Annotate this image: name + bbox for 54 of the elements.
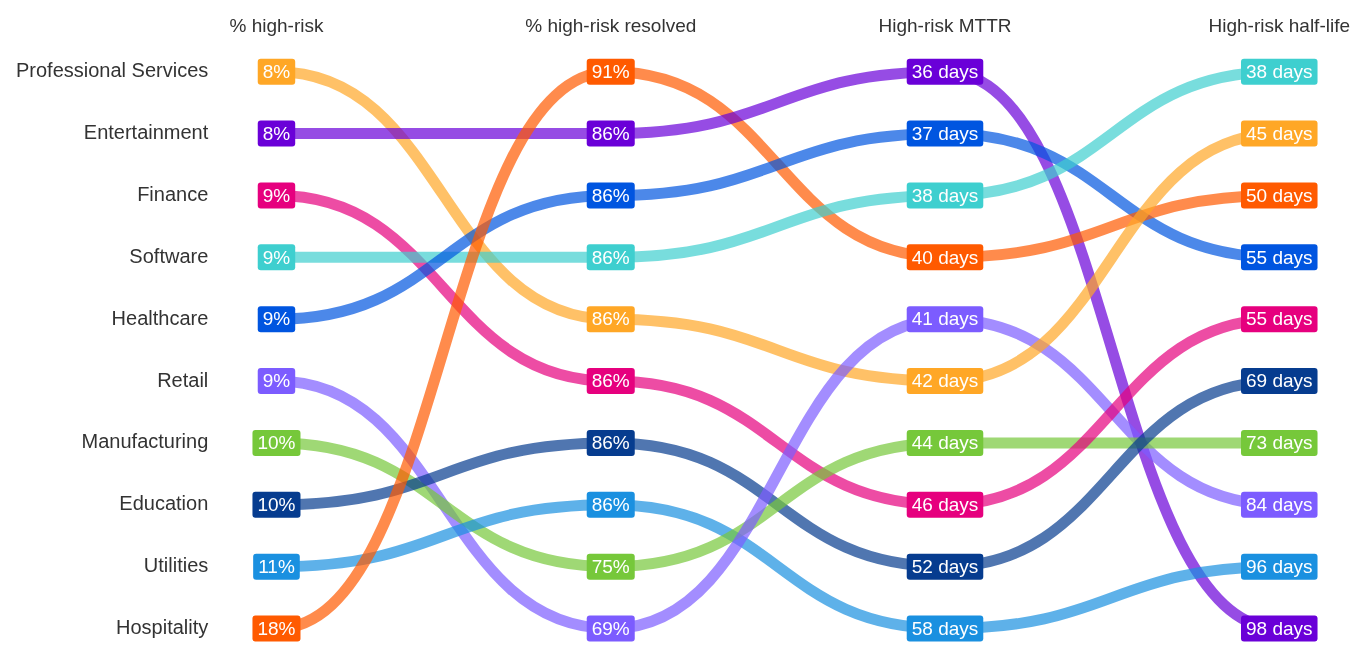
data-label: 9%	[262, 184, 291, 206]
data-label: 86%	[591, 370, 630, 392]
series-label: High-risk MTTR	[878, 14, 1012, 36]
data-label: 55 days	[1245, 308, 1313, 330]
category-label: Healthcare	[111, 306, 209, 329]
data-label: 38 days	[911, 184, 979, 206]
category-label: Retail	[157, 368, 209, 391]
series-label: % high-risk	[229, 14, 324, 36]
data-label: 46 days	[911, 494, 979, 516]
series-label: % high-risk resolved	[525, 14, 697, 36]
data-label: 37 days	[911, 122, 979, 144]
category-label: Professional Services	[15, 59, 209, 82]
data-label: 73 days	[1245, 432, 1313, 454]
category-label: Hospitality	[116, 616, 209, 639]
data-label: 45 days	[1245, 122, 1313, 144]
data-label: 91%	[591, 60, 630, 82]
data-label: 69 days	[1245, 370, 1313, 392]
data-label: 10%	[257, 432, 296, 454]
data-label: 50 days	[1245, 184, 1313, 206]
data-label: 18%	[257, 617, 296, 639]
data-label: 86%	[591, 432, 630, 454]
data-label: 98 days	[1245, 617, 1313, 639]
data-label: 41 days	[911, 308, 979, 330]
data-label: 40 days	[911, 246, 979, 268]
data-label: 86%	[591, 246, 630, 268]
data-label: 8%	[262, 122, 291, 144]
data-label: 86%	[591, 308, 630, 330]
category-label: Manufacturing	[81, 430, 209, 453]
data-label: 84 days	[1245, 494, 1313, 516]
data-label: 9%	[262, 308, 291, 330]
data-label: 86%	[591, 122, 630, 144]
data-label: 10%	[257, 494, 296, 516]
data-label: 96 days	[1245, 555, 1313, 577]
data-label: 52 days	[911, 555, 979, 577]
data-label: 9%	[262, 246, 291, 268]
data-label: 36 days	[911, 60, 979, 82]
category-label: Entertainment	[83, 121, 209, 144]
data-label: 9%	[262, 370, 291, 392]
data-label: 86%	[591, 184, 630, 206]
data-label: 42 days	[911, 370, 979, 392]
data-label: 55 days	[1245, 246, 1313, 268]
data-label: 86%	[591, 494, 630, 516]
category-label: Education	[119, 492, 209, 515]
category-label: Utilities	[143, 554, 209, 577]
series-label: High-risk half-life	[1208, 14, 1350, 36]
data-label: 38 days	[1245, 60, 1313, 82]
data-label: 8%	[262, 60, 291, 82]
data-label: 58 days	[911, 617, 979, 639]
data-label: 11%	[258, 555, 295, 577]
data-label: 44 days	[911, 432, 979, 454]
category-label: Software	[129, 244, 209, 267]
data-label: 75%	[591, 555, 630, 577]
data-label: 69%	[591, 617, 630, 639]
category-label: Finance	[137, 182, 209, 205]
